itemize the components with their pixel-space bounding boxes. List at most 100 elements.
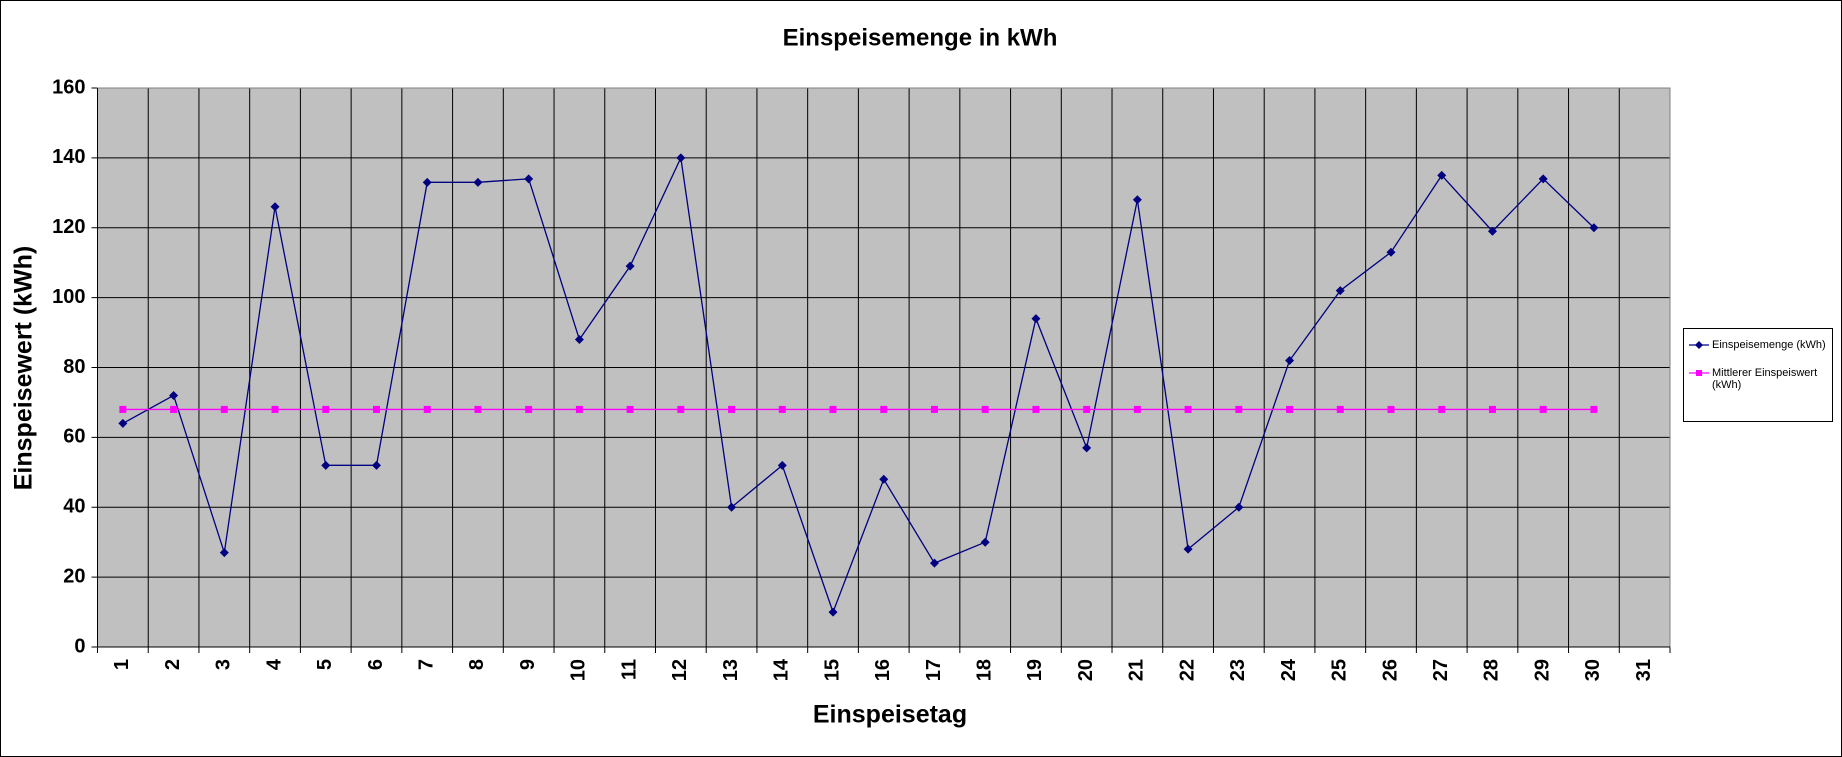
- marker: [1488, 405, 1496, 413]
- x-tick-label: 11: [618, 659, 640, 680]
- marker: [1539, 405, 1547, 413]
- marker: [1437, 170, 1447, 180]
- x-tick-label: 24: [1278, 658, 1300, 681]
- x-tick-label: 1: [111, 659, 133, 670]
- marker: [828, 607, 838, 617]
- y-tick-label: 60: [63, 426, 85, 448]
- y-tick-label: 140: [52, 146, 85, 168]
- marker: [1235, 405, 1243, 413]
- marker: [1387, 405, 1395, 413]
- marker: [169, 390, 179, 400]
- marker: [219, 548, 229, 558]
- x-tick-label: 27: [1430, 659, 1452, 681]
- marker: [777, 460, 787, 470]
- x-tick-label: 9: [517, 659, 539, 670]
- y-tick-label: 80: [63, 356, 85, 378]
- marker: [1083, 405, 1091, 413]
- marker: [422, 177, 432, 187]
- marker: [677, 405, 685, 413]
- marker: [118, 418, 128, 428]
- x-tick-label: 19: [1024, 659, 1046, 681]
- x-tick-label: 28: [1481, 659, 1503, 681]
- legend-item: Mittlerer Einspeiswert (kWh): [1688, 367, 1828, 391]
- marker: [1335, 286, 1345, 296]
- marker: [1386, 247, 1396, 257]
- marker: [676, 153, 686, 163]
- x-tick-label: 22: [1176, 659, 1198, 681]
- y-axis-title: Einspeisewert (kWh): [10, 246, 38, 491]
- marker: [1336, 405, 1344, 413]
- x-tick-label: 10: [568, 659, 590, 681]
- marker: [371, 460, 381, 470]
- marker: [1132, 195, 1142, 205]
- marker: [322, 405, 330, 413]
- legend-label: Einspeisemenge (kWh): [1712, 339, 1826, 351]
- x-tick-label: 4: [263, 658, 285, 670]
- x-tick-label: 18: [973, 659, 995, 681]
- marker: [1031, 314, 1041, 324]
- marker: [372, 405, 380, 413]
- x-tick-label: 31: [1633, 659, 1655, 681]
- marker: [270, 202, 280, 212]
- y-tick-label: 20: [63, 565, 85, 587]
- x-tick-label: 12: [669, 659, 691, 681]
- marker: [1538, 174, 1548, 184]
- x-tick-label: 25: [1329, 659, 1351, 681]
- marker: [1032, 405, 1040, 413]
- x-tick-label: 5: [314, 659, 336, 670]
- marker: [170, 405, 178, 413]
- legend-swatch: [1689, 370, 1709, 376]
- marker: [879, 474, 889, 484]
- y-tick-label: 0: [74, 635, 85, 657]
- marker: [880, 405, 888, 413]
- marker: [1285, 356, 1295, 366]
- series-line: [122, 155, 1595, 614]
- marker: [1590, 405, 1598, 413]
- legend-swatch: [1689, 341, 1709, 349]
- legend: Einspeisemenge (kWh) Mittlerer Einspeiswe…: [1683, 328, 1833, 422]
- x-tick-label: 14: [771, 658, 793, 681]
- x-tick-label: 30: [1582, 659, 1604, 681]
- x-tick-label: 2: [162, 659, 184, 670]
- x-tick-label: 21: [1126, 659, 1148, 681]
- y-tick-label: 120: [52, 216, 85, 238]
- x-axis-title: Einspeisetag: [813, 701, 967, 729]
- marker: [625, 261, 635, 271]
- marker: [1184, 405, 1192, 413]
- marker: [778, 405, 786, 413]
- marker: [1286, 405, 1294, 413]
- marker: [473, 177, 483, 187]
- x-tick-label: 23: [1227, 659, 1249, 681]
- x-tick-label: 29: [1531, 659, 1553, 681]
- marker: [423, 405, 431, 413]
- x-tick-label: 13: [720, 659, 742, 681]
- marker: [1082, 443, 1092, 453]
- y-tick-label: 40: [63, 496, 85, 518]
- x-tick-label: 20: [1075, 659, 1097, 681]
- marker: [930, 405, 938, 413]
- marker: [981, 405, 989, 413]
- marker: [321, 460, 331, 470]
- x-tick-label: 16: [872, 659, 894, 681]
- x-tick-label: 7: [415, 659, 437, 670]
- marker: [1487, 226, 1497, 236]
- marker: [1234, 502, 1244, 512]
- legend-label: Mittlerer Einspeiswert (kWh): [1712, 367, 1818, 391]
- legend-marker: [1696, 370, 1702, 376]
- x-tick-label: 17: [923, 659, 945, 681]
- x-tick-label: 8: [466, 659, 488, 670]
- x-tick-label: 6: [365, 659, 387, 670]
- marker: [575, 405, 583, 413]
- marker: [829, 405, 837, 413]
- marker: [929, 558, 939, 568]
- legend-marker: [1695, 341, 1703, 349]
- legend-item: Einspeisemenge (kWh): [1688, 339, 1828, 351]
- marker: [119, 405, 127, 413]
- marker: [525, 405, 533, 413]
- marker: [626, 405, 634, 413]
- marker: [1438, 405, 1446, 413]
- marker: [220, 405, 228, 413]
- chart-title: Einspeisemenge in kWh: [783, 24, 1058, 51]
